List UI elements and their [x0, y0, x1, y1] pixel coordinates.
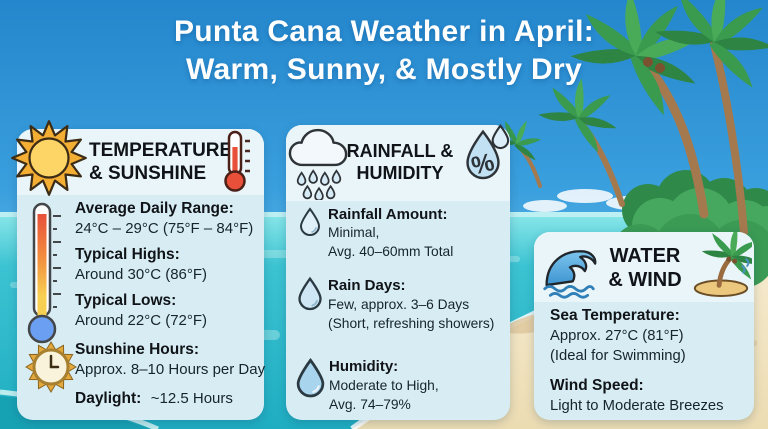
stat-value: Around 30°C (86°F): [75, 266, 208, 283]
panel-water-title-line1: WATER: [609, 245, 681, 267]
big-thermometer-icon: [27, 202, 61, 344]
water-drop-icon: [299, 207, 321, 236]
rain-cloud-icon: [288, 128, 348, 200]
panel-temperature-title-line2: & SUNSHINE: [89, 163, 207, 184]
stat-label: Sea Temperature:: [550, 307, 680, 324]
panel-temperature-sunshine: TEMPERATURE & SUNSHINE: [11, 120, 266, 420]
stat-wind-speed: Wind Speed: Light to Moderate Breezes: [550, 376, 746, 416]
stat-value: 24°C – 29°C (75°F – 84°F): [75, 220, 254, 237]
stat-label: Average Daily Range:: [75, 200, 234, 217]
panel-water-title-line2: & WIND: [608, 269, 682, 291]
stat-value: Around 22°C (72°F): [75, 312, 208, 329]
humidity-percent-drop-icon: %: [466, 124, 510, 181]
stat-typical-highs: Typical Highs: Around 30°C (86°F): [75, 245, 258, 285]
sunshine-clock-icon: [25, 341, 77, 393]
sun-icon: [11, 120, 87, 196]
stat-sunshine-hours: Sunshine Hours: Approx. 8–10 Hours per D…: [75, 340, 266, 380]
stat-value: Approx. 8–10 Hours per Day: [75, 361, 266, 378]
panel-water-body: Sea Temperature: Approx. 27°C (81°F) (Id…: [534, 304, 754, 420]
stat-value: Minimal,: [328, 225, 380, 240]
water-drop-icon: [296, 357, 325, 398]
panel-water-wind: WATER & WIND: [534, 232, 754, 420]
panel-temperature-title: TEMPERATURE & SUNSHINE: [89, 139, 232, 185]
panel-rainfall-title: RAINFALL & HUMIDITY: [346, 140, 454, 184]
stat-label: Sunshine Hours:: [75, 341, 200, 358]
thermometer-icon: [224, 130, 250, 192]
panel-water-title: WATER & WIND: [596, 244, 694, 292]
panel-rainfall-title-line2: HUMIDITY: [356, 163, 444, 183]
stat-label: Rain Days:: [328, 277, 406, 294]
stat-sea-temperature: Sea Temperature: Approx. 27°C (81°F) (Id…: [550, 306, 746, 366]
stat-daylight: Daylight: ~12.5 Hours: [75, 389, 258, 409]
panel-rainfall-title-line1: RAINFALL &: [346, 141, 454, 161]
stat-label: Rainfall Amount:: [328, 206, 448, 223]
page-title-line1: Punta Cana Weather in April:: [173, 15, 595, 48]
stat-value: Few, approx. 3–6 Days: [328, 297, 470, 312]
stat-value: Avg. 40–60mm Total: [328, 244, 454, 259]
stat-average-daily-range: Average Daily Range: 24°C – 29°C (75°F –…: [75, 199, 258, 239]
stat-value: Moderate to High,: [329, 378, 439, 393]
stat-rain-days: Rain Days: Few, approx. 3–6 Days (Short,…: [294, 276, 506, 333]
page-title: Punta Cana Weather in April: Warm, Sunny…: [0, 13, 768, 89]
panel-rainfall-humidity: RAINFALL & HUMIDITY %: [286, 124, 510, 420]
wave-icon: [543, 250, 597, 299]
stat-label: Typical Highs:: [75, 246, 180, 263]
stat-label: Typical Lows:: [75, 292, 177, 309]
stat-typical-lows: Typical Lows: Around 22°C (72°F): [75, 291, 258, 331]
stat-label: Humidity:: [329, 358, 399, 375]
stat-label: Wind Speed:: [550, 377, 644, 394]
stat-value: Avg. 74–79%: [329, 397, 411, 412]
stat-value: (Ideal for Swimming): [550, 348, 686, 364]
palm-island-icon: [693, 232, 752, 297]
stat-value: Approx. 27°C (81°F): [550, 328, 684, 344]
stat-rainfall-amount: Rainfall Amount: Minimal, Avg. 40–60mm T…: [294, 205, 506, 261]
stat-value: Light to Moderate Breezes: [550, 398, 724, 414]
stat-label: Daylight:: [75, 390, 142, 407]
stat-value: (Short, refreshing showers): [328, 316, 495, 331]
page-title-line2: Warm, Sunny, & Mostly Dry: [186, 53, 582, 86]
water-drop-icon: [298, 276, 322, 311]
panel-temperature-title-line1: TEMPERATURE: [89, 140, 233, 161]
panel-rainfall-body: Rainfall Amount: Minimal, Avg. 40–60mm T…: [286, 205, 510, 420]
stat-humidity: Humidity: Moderate to High, Avg. 74–79%: [294, 357, 506, 414]
panel-temperature-body: Average Daily Range: 24°C – 29°C (75°F –…: [17, 195, 266, 420]
stat-value: ~12.5 Hours: [150, 390, 233, 407]
